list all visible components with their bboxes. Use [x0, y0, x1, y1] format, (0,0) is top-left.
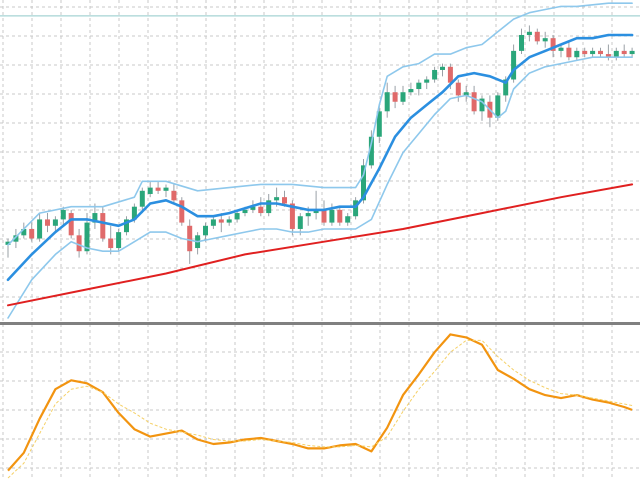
- candle-bull[interactable]: [305, 213, 311, 217]
- candle-bull[interactable]: [353, 200, 359, 217]
- candle-bull[interactable]: [526, 31, 532, 35]
- candle-bull[interactable]: [147, 187, 153, 194]
- candle-bear[interactable]: [566, 47, 572, 58]
- candle-bear[interactable]: [258, 206, 264, 214]
- bollinger-upper-line[interactable]: [7, 2, 633, 246]
- candle-bull[interactable]: [234, 213, 240, 220]
- candle-bull[interactable]: [210, 219, 216, 226]
- oscillator-pane[interactable]: [7, 333, 633, 479]
- candle-bull[interactable]: [416, 82, 422, 90]
- candle-bull[interactable]: [139, 190, 145, 207]
- candle-bear[interactable]: [187, 225, 193, 252]
- oscillator-signal-line[interactable]: [7, 339, 633, 479]
- candle-bull[interactable]: [313, 209, 319, 214]
- candle-bull[interactable]: [432, 69, 438, 80]
- candle-bear[interactable]: [45, 219, 50, 226]
- candle-bull[interactable]: [131, 206, 137, 220]
- candle-bull[interactable]: [558, 47, 564, 51]
- candle-bear[interactable]: [76, 235, 82, 252]
- candle-bull[interactable]: [424, 79, 430, 83]
- candle-bear[interactable]: [447, 66, 453, 83]
- candle-bear[interactable]: [171, 190, 177, 201]
- candle-bull[interactable]: [163, 187, 169, 191]
- candle-bull[interactable]: [345, 216, 351, 223]
- candle-bull[interactable]: [519, 34, 524, 51]
- bollinger-lower-line[interactable]: [7, 56, 633, 319]
- candle-bull[interactable]: [226, 219, 232, 223]
- candle-bear[interactable]: [550, 38, 556, 51]
- candle-bull[interactable]: [124, 219, 129, 233]
- candle-bull[interactable]: [242, 209, 248, 214]
- candle-bull[interactable]: [5, 241, 11, 245]
- candle-bear[interactable]: [68, 213, 74, 236]
- candle-bull[interactable]: [629, 50, 635, 55]
- candle-bull[interactable]: [440, 66, 445, 70]
- candle-bull[interactable]: [590, 50, 596, 55]
- candle-bear[interactable]: [471, 92, 477, 112]
- candle-bull[interactable]: [542, 38, 548, 42]
- candle-bear[interactable]: [282, 197, 287, 204]
- candle-bull[interactable]: [361, 165, 366, 201]
- candle-bull[interactable]: [92, 213, 98, 223]
- candle-bull[interactable]: [203, 225, 208, 236]
- candle-bull[interactable]: [329, 209, 335, 223]
- candle-bull[interactable]: [613, 50, 619, 58]
- candle-bull[interactable]: [250, 206, 256, 210]
- candle-bear[interactable]: [337, 209, 343, 223]
- oscillator-main-line[interactable]: [7, 333, 633, 472]
- candle-bear[interactable]: [29, 228, 35, 239]
- candle-bull[interactable]: [84, 222, 90, 252]
- candle-bull[interactable]: [52, 219, 58, 226]
- candle-bear[interactable]: [108, 238, 114, 249]
- candle-bull[interactable]: [368, 136, 374, 166]
- candle-bull[interactable]: [60, 209, 66, 220]
- candle-bull[interactable]: [274, 197, 280, 201]
- candle-bull[interactable]: [21, 228, 27, 236]
- candle-bull[interactable]: [116, 232, 122, 249]
- candle-bear[interactable]: [455, 82, 461, 96]
- candle-bear[interactable]: [155, 187, 161, 191]
- candle-bull[interactable]: [297, 216, 303, 229]
- candle-bull[interactable]: [37, 219, 43, 239]
- candle-bear[interactable]: [621, 50, 627, 55]
- candle-bear[interactable]: [582, 50, 588, 55]
- candle-bear[interactable]: [534, 31, 540, 42]
- candle-bull[interactable]: [574, 50, 580, 58]
- long-ma-line[interactable]: [7, 183, 634, 307]
- candle-bull[interactable]: [495, 95, 501, 118]
- candle-bull[interactable]: [384, 92, 390, 112]
- candle-bear[interactable]: [179, 200, 185, 223]
- candle-bull[interactable]: [13, 235, 19, 242]
- price-pane[interactable]: [0, 2, 640, 319]
- candle-bull[interactable]: [400, 92, 406, 102]
- candle-bear[interactable]: [321, 209, 327, 223]
- candle-bear[interactable]: [289, 203, 295, 229]
- candle-bull[interactable]: [376, 111, 382, 137]
- candle-bear[interactable]: [392, 92, 398, 102]
- candle-bull[interactable]: [503, 79, 509, 96]
- candle-bear[interactable]: [100, 213, 106, 239]
- candle-bull[interactable]: [479, 98, 485, 112]
- candle-bull[interactable]: [511, 50, 517, 80]
- candle-bear[interactable]: [605, 54, 611, 58]
- bollinger-mid-line[interactable]: [6, 33, 634, 282]
- candle-bull[interactable]: [266, 200, 272, 214]
- candle-bear[interactable]: [598, 50, 603, 55]
- candle-bull[interactable]: [463, 92, 469, 96]
- candle-bear[interactable]: [218, 219, 224, 223]
- candle-bull[interactable]: [408, 89, 414, 93]
